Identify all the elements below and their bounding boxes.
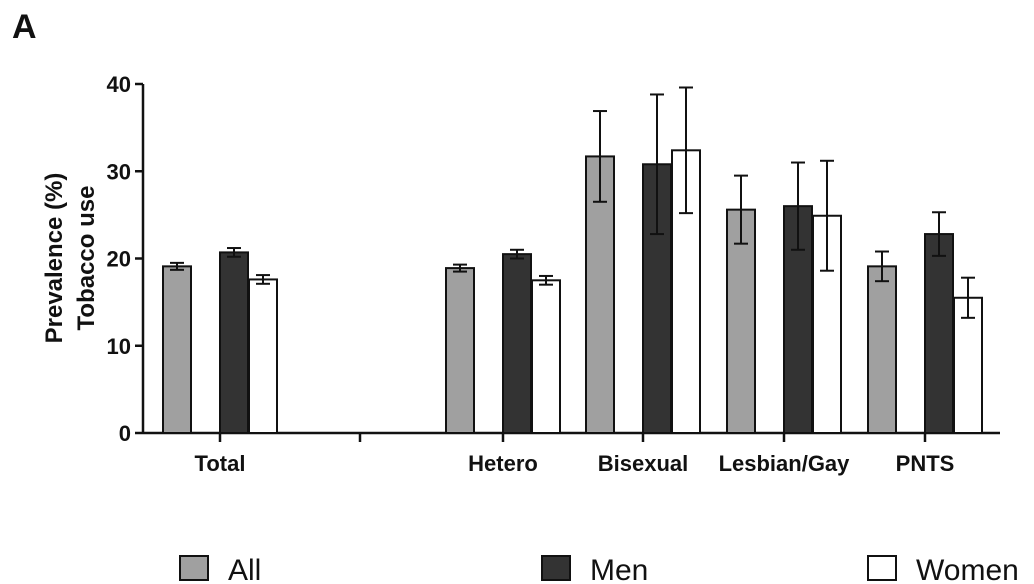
x-tick-label: Lesbian/Gay [719,451,851,476]
legend-label-women: Women [916,554,1019,584]
x-tick-label: Bisexual [598,451,689,476]
x-tick-label: Total [195,451,246,476]
y-tick-label: 20 [107,247,131,272]
y-tick-label: 0 [119,421,131,446]
y-tick-label: 30 [107,159,131,184]
bars [162,86,983,435]
x-tick-label: PNTS [896,451,955,476]
legend-swatch-men [541,555,571,581]
legend-label-all: All [228,554,261,584]
axes: 0 10 20 30 40 [107,72,1000,446]
x-tick-labels: Total Hetero Bisexual Lesbian/Gay PNTS [195,451,955,476]
legend-swatch-all [179,555,209,581]
legend-swatch-women [867,555,897,581]
bar-men [502,253,532,434]
bar-all [445,267,475,434]
panel-label: A [12,8,37,46]
y-tick-label: 10 [107,334,131,359]
y-tick-label: 40 [107,72,131,97]
y-axis-title-line-2: Tobacco use [73,186,100,331]
legend-label-men: Men [590,554,648,584]
bar-all [726,208,756,434]
bar-women [812,214,842,434]
legend: All Men Women [179,554,1019,584]
bar-all [162,265,192,435]
x-tick-label: Hetero [468,451,538,476]
bar-women [248,278,278,434]
y-axis-title: Prevalence (%) Tobacco use [41,173,100,344]
bar-men [219,251,249,434]
bar-all [867,265,897,435]
bar-men [924,233,954,434]
bar-women [531,279,561,434]
y-axis-title-line-1: Prevalence (%) [41,173,68,344]
bar-women [953,296,983,435]
